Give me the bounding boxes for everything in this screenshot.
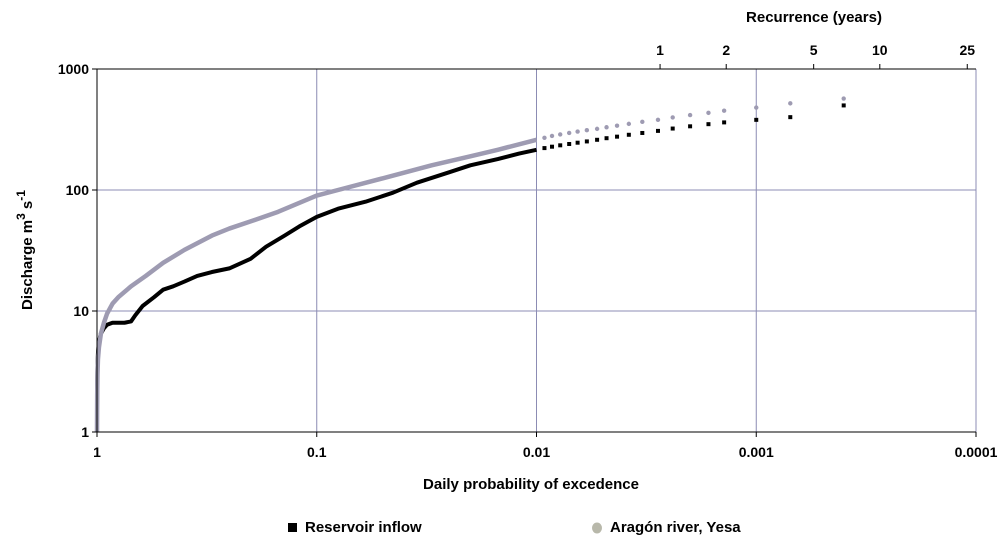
data-point-reservoir-inflow [688,124,693,129]
legend-marker-reservoir-inflow [288,523,297,532]
x-tick-label: 0.001 [739,444,774,460]
data-point-reservoir-inflow [754,117,759,122]
data-point-arag-n-river-yesa [706,110,711,116]
data-point-reservoir-inflow [626,132,631,137]
chart-grid [97,68,977,432]
top-tick-label: 5 [810,42,818,58]
y-axis-title-sup1: 3 [14,213,28,220]
data-point-arag-n-river-yesa [604,125,609,130]
data-point-arag-n-river-yesa [549,133,555,139]
data-point-reservoir-inflow [706,122,711,127]
data-point-arag-n-river-yesa [558,132,563,137]
x-tick-label: 0.0001 [955,444,998,460]
legend-label-reservoir-inflow: Reservoir inflow [305,519,422,536]
data-point-reservoir-inflow [595,137,600,142]
data-point-reservoir-inflow [604,136,609,141]
series-curve-arag-n-river-yesa [94,137,538,433]
data-point-reservoir-inflow [567,141,572,146]
data-point-arag-n-river-yesa [670,115,675,120]
data-point-arag-n-river-yesa [566,130,572,136]
data-point-reservoir-inflow [558,143,563,148]
data-point-reservoir-inflow [584,139,589,144]
data-point-arag-n-river-yesa [754,105,759,110]
data-point-reservoir-inflow [615,134,620,139]
data-point-arag-n-river-yesa [584,128,590,133]
data-point-arag-n-river-yesa [626,121,632,127]
data-point-reservoir-inflow [640,130,645,135]
legend-label-aragon-river: Aragón river, Yesa [610,519,741,536]
data-point-arag-n-river-yesa [655,117,661,123]
data-point-arag-n-river-yesa [614,123,620,128]
data-point-reservoir-inflow [788,115,793,120]
y-tick-label: 10 [73,303,89,319]
data-point-arag-n-river-yesa [788,101,793,106]
x-tick-label: 1 [93,444,101,460]
top-tick-label: 25 [959,42,975,58]
data-point-reservoir-inflow [550,144,555,149]
data-point-arag-n-river-yesa [721,108,727,113]
x-tick-label: 0.01 [523,444,550,460]
data-point-reservoir-inflow [655,128,660,133]
data-point-arag-n-river-yesa [542,135,547,141]
data-point-reservoir-inflow [575,140,580,145]
x-tick-label: 0.1 [307,444,327,460]
legend-marker-aragon-river [592,522,602,534]
data-point-reservoir-inflow [542,146,547,151]
data-point-reservoir-inflow [722,120,727,125]
top-tick-label: 1 [656,42,664,58]
y-axis-title-sup2: -1 [14,190,28,201]
series-arag-n-river-yesa [94,96,846,433]
data-point-arag-n-river-yesa [640,119,645,125]
y-axis-title-text: Discharge m [19,220,36,310]
top-axis-title: Recurrence (years) [746,9,882,26]
data-point-arag-n-river-yesa [841,96,846,101]
x-axis-title: Daily probability of excedence [423,476,639,493]
y-tick-label: 1 [81,424,89,440]
y-tick-label: 1000 [58,61,89,77]
data-point-reservoir-inflow [670,126,675,131]
y-axis-title: Discharge m3 s-1 [14,190,36,310]
series-layer [94,96,846,433]
top-tick-label: 10 [872,42,888,58]
data-point-arag-n-river-yesa [575,129,580,134]
y-tick-label: 100 [66,182,90,198]
y-axis-title-mid: s [19,201,36,214]
top-tick-label: 2 [722,42,730,58]
data-point-reservoir-inflow [841,103,846,108]
series-reservoir-inflow [95,103,846,411]
data-point-arag-n-river-yesa [594,126,600,132]
legend: Reservoir inflow Aragón river, Yesa [288,519,741,536]
data-point-arag-n-river-yesa [687,112,693,118]
